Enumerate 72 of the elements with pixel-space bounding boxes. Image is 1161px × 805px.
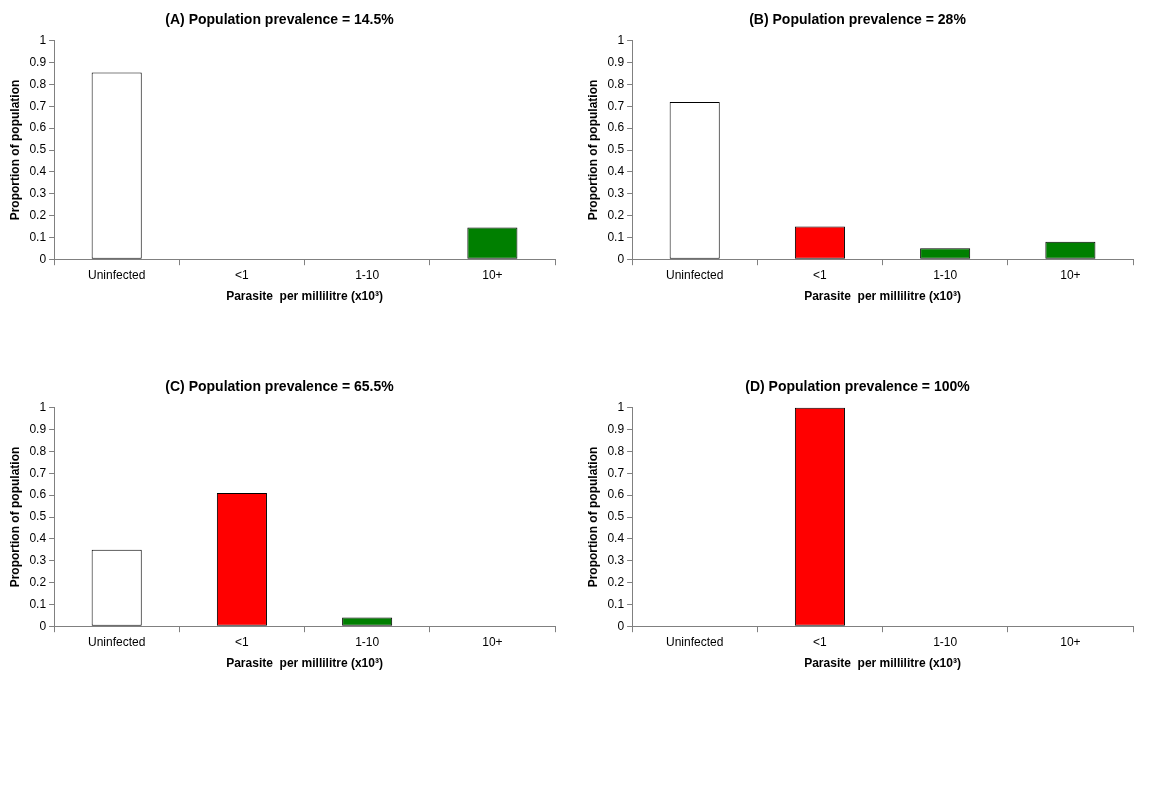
y-tick-label: 0.6 [607, 487, 625, 502]
y-tick-label: 0.7 [607, 465, 625, 480]
x-tick-label: <1 [813, 267, 828, 282]
y-tick-label: 0.6 [29, 487, 47, 502]
x-tick-label: 10+ [1060, 634, 1081, 649]
x-axis-title: Parasite per millilitre (x10³) [804, 289, 961, 304]
x-tick-label: 10+ [1060, 267, 1081, 282]
y-tick-label: 0.2 [29, 574, 47, 589]
y-tick-label: 0.4 [607, 531, 625, 546]
y-tick-label: 0.9 [29, 54, 47, 69]
x-tick-label: Uninfected [88, 267, 146, 282]
y-tick-label: 0.5 [29, 509, 47, 524]
y-tick-label: 0.9 [607, 421, 625, 436]
y-tick-label: 0 [39, 618, 47, 633]
y-tick-label: 0 [617, 251, 625, 266]
y-tick-label: 0.1 [607, 229, 625, 244]
x-tick-label: Uninfected [88, 634, 146, 649]
x-tick-label: 10+ [482, 634, 503, 649]
x-tick-label: Uninfected [666, 634, 724, 649]
y-tick-label: 0.1 [29, 229, 47, 244]
y-axis-title: Proportion of population [585, 79, 600, 221]
chart-title: (B) Population prevalence = 28% [749, 11, 967, 28]
y-tick-label: 0.4 [607, 164, 625, 179]
y-tick-label: 0.2 [607, 207, 625, 222]
y-tick-label: 0.8 [29, 443, 47, 458]
y-tick-label: 0.4 [29, 531, 47, 546]
y-tick-label: 0.1 [29, 596, 47, 611]
y-tick-label: 0 [617, 618, 625, 633]
y-tick-label: 0.3 [607, 552, 625, 567]
x-tick-label: 1-10 [933, 267, 958, 282]
x-tick-label: 1-10 [933, 634, 958, 649]
x-tick-label: <1 [235, 267, 250, 282]
x-tick-label: 1-10 [355, 267, 380, 282]
y-tick-label: 0.8 [607, 76, 625, 91]
x-axis-title: Parasite per millilitre (x10³) [804, 656, 961, 671]
x-tick-label: 1-10 [355, 634, 380, 649]
y-tick-label: 0.9 [607, 54, 625, 69]
y-tick-label: 0.2 [607, 574, 625, 589]
y-tick-label: 0.6 [607, 120, 625, 135]
chart-title: (A) Population prevalence = 14.5% [165, 11, 395, 28]
x-axis-title: Parasite per millilitre (x10³) [226, 656, 383, 671]
y-tick-label: 0.7 [29, 98, 47, 113]
y-tick-label: 0.8 [607, 443, 625, 458]
y-tick-label: 0.3 [29, 185, 47, 200]
chart-title: (D) Population prevalence = 100% [745, 378, 971, 395]
y-tick-label: 0.5 [29, 142, 47, 157]
y-tick-label: 1 [39, 33, 47, 48]
y-tick-label: 0.1 [607, 596, 625, 611]
x-axis-title: Parasite per millilitre (x10³) [226, 289, 383, 304]
y-axis-title: Proportion of population [585, 446, 600, 588]
y-tick-label: 0 [39, 251, 47, 266]
y-tick-label: 0.5 [607, 142, 625, 157]
x-tick-label: 10+ [482, 267, 503, 282]
x-tick-label: <1 [813, 634, 828, 649]
chart-title: (C) Population prevalence = 65.5% [165, 378, 395, 395]
y-tick-label: 1 [617, 400, 625, 415]
x-tick-label: Uninfected [666, 267, 724, 282]
y-tick-label: 0.5 [607, 509, 625, 524]
y-tick-label: 0.8 [29, 76, 47, 91]
y-tick-label: 0.2 [29, 207, 47, 222]
y-tick-label: 0.7 [607, 98, 625, 113]
y-axis-title: Proportion of population [7, 446, 22, 588]
x-tick-label: <1 [235, 634, 250, 649]
y-tick-label: 0.7 [29, 465, 47, 480]
y-tick-label: 1 [617, 33, 625, 48]
y-tick-label: 0.3 [607, 185, 625, 200]
y-tick-label: 0.9 [29, 421, 47, 436]
y-tick-label: 0.4 [29, 164, 47, 179]
y-tick-label: 0.6 [29, 120, 47, 135]
y-tick-label: 1 [39, 400, 47, 415]
y-tick-label: 0.3 [29, 552, 47, 567]
y-axis-title: Proportion of population [7, 79, 22, 221]
